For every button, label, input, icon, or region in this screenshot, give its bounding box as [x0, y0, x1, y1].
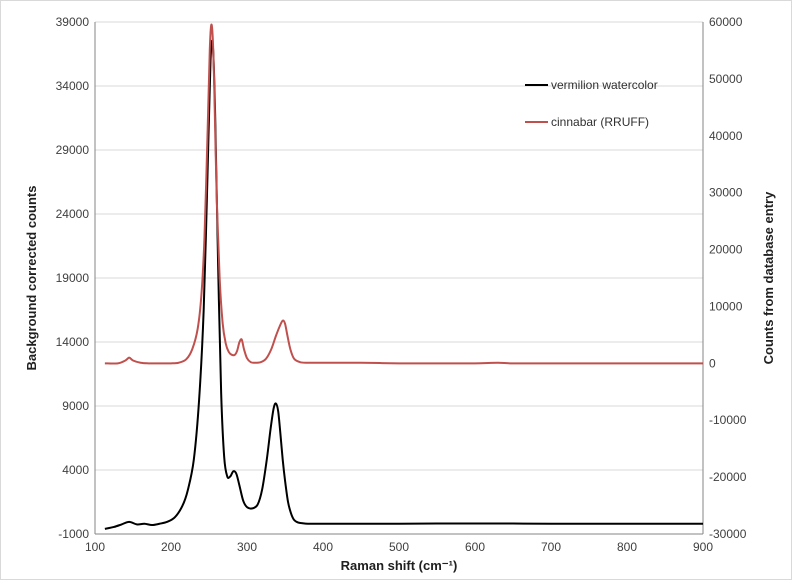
y-left-tick-label-8: 39000 — [56, 15, 90, 29]
x-tick-label-7: 800 — [617, 540, 637, 554]
x-tick-label-0: 100 — [85, 540, 105, 554]
y-right-tick-label-7: 40000 — [709, 129, 743, 143]
y-right-axis-title: Counts from database entry — [761, 191, 776, 364]
legend: vermilion watercolor cinnabar (RRUFF) — [525, 78, 658, 129]
legend-label-vermilion: vermilion watercolor — [551, 78, 658, 92]
x-axis-title: Raman shift (cm⁻¹) — [341, 558, 458, 573]
y-left-tick-label-3: 14000 — [56, 335, 90, 349]
x-tick-label-3: 400 — [313, 540, 333, 554]
y-left-tick-label-1: 4000 — [62, 463, 89, 477]
tick-labels: 100 200 300 400 500 600 700 800 900 -1000 4000 9000… — [56, 15, 747, 554]
y-right-tick-label-5: 20000 — [709, 243, 743, 257]
y-left-axis-title: Background corrected counts — [24, 186, 39, 371]
y-right-tick-label-1: -20000 — [709, 470, 747, 484]
y-left-tick-label-0: -1000 — [58, 527, 89, 541]
y-right-tick-label-8: 50000 — [709, 72, 743, 86]
series-line-vermilion-watercolor — [104, 39, 703, 530]
y-left-tick-label-2: 9000 — [62, 399, 89, 413]
gridlines — [95, 21, 703, 471]
y-left-tick-label-4: 19000 — [56, 271, 90, 285]
y-right-tick-label-4: 10000 — [709, 299, 743, 313]
x-tick-label-6: 700 — [541, 540, 561, 554]
series-lines — [104, 23, 703, 530]
axes — [94, 22, 704, 535]
y-right-tick-label-2: -10000 — [709, 413, 747, 427]
y-left-tick-label-5: 24000 — [56, 207, 90, 221]
y-left-tick-label-6: 29000 — [56, 143, 90, 157]
y-right-tick-label-9: 60000 — [709, 15, 743, 29]
x-tick-label-4: 500 — [389, 540, 409, 554]
series-line-cinnabar-rruff — [104, 23, 703, 365]
legend-label-cinnabar: cinnabar (RRUFF) — [551, 115, 649, 129]
x-tick-label-1: 200 — [161, 540, 181, 554]
x-tick-label-8: 900 — [693, 540, 713, 554]
y-right-tick-label-6: 30000 — [709, 186, 743, 200]
y-left-tick-label-7: 34000 — [56, 79, 90, 93]
y-right-tick-label-0: -30000 — [709, 527, 747, 541]
x-tick-label-2: 300 — [237, 540, 257, 554]
y-right-tick-label-3: 0 — [709, 356, 716, 370]
x-tick-label-5: 600 — [465, 540, 485, 554]
